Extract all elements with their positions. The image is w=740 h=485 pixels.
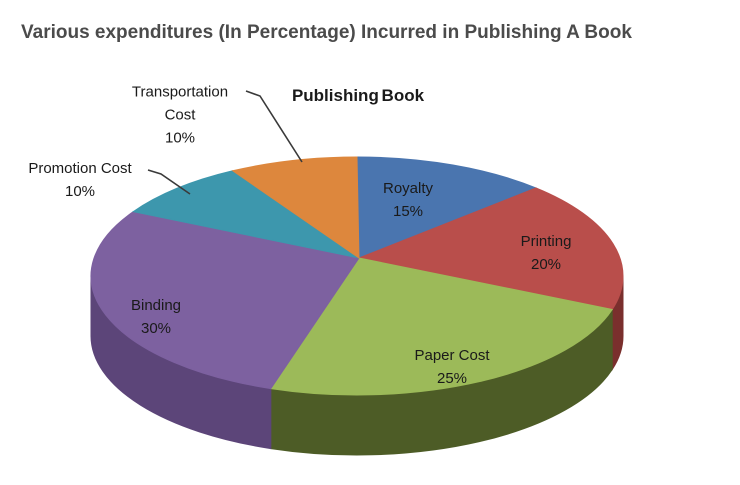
pie-slice-royalty bbox=[356, 156, 538, 259]
pie-slice-paper-cost bbox=[269, 257, 614, 396]
chart-title: Publishing Book bbox=[291, 86, 425, 105]
pie-chart-canvas bbox=[90, 90, 624, 456]
slice-label-printing: Printing 20% bbox=[520, 233, 572, 273]
leader-line-transportation-cost bbox=[245, 90, 303, 163]
pie-slice-transportation-cost bbox=[231, 156, 360, 259]
page-heading: Various expenditures (In Percentage) Inc… bbox=[21, 22, 632, 43]
slice-label-binding: Binding 30% bbox=[130, 297, 182, 337]
pie-slice-printing bbox=[357, 187, 624, 311]
slice-label-paper-cost: Paper Cost 25% bbox=[414, 347, 490, 387]
slice-label-royalty: Royalty 15% bbox=[382, 180, 434, 220]
pie-slice-promotion-cost bbox=[131, 170, 360, 259]
slice-label-transportation-cost: Transportation Cost 10% bbox=[131, 83, 229, 147]
pie-chart: Publishing Book Royalty 15% Printing 20% P… bbox=[0, 55, 740, 485]
pie-slice-binding bbox=[90, 211, 360, 390]
slice-label-promotion-cost: Promotion Cost 10% bbox=[28, 160, 132, 200]
leader-line-promotion-cost bbox=[147, 169, 191, 195]
